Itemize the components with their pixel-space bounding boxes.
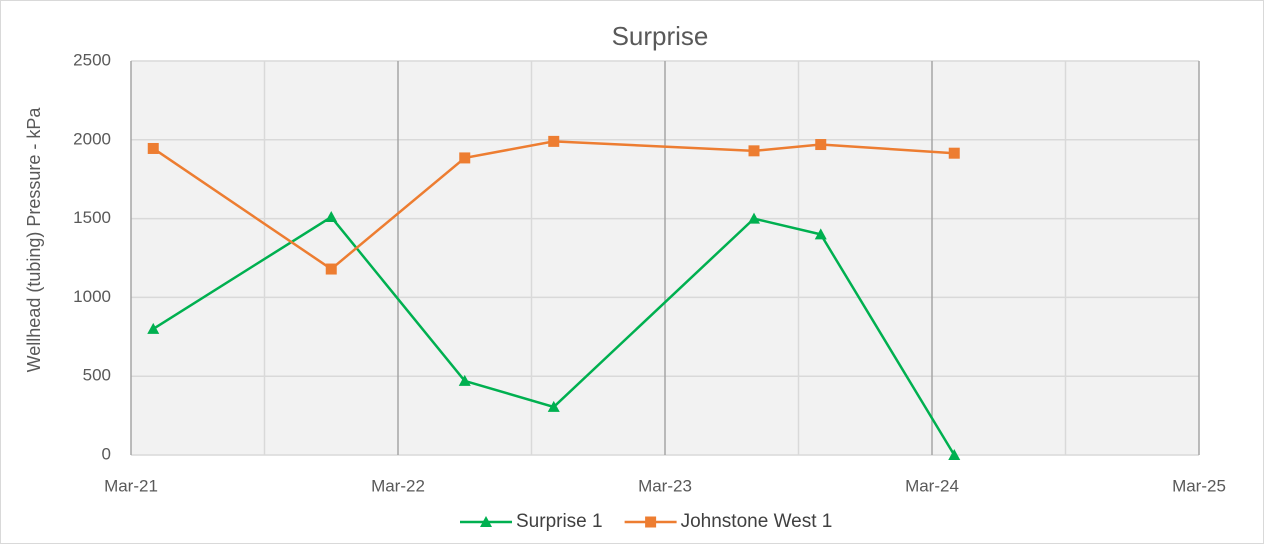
- y-axis-label: Wellhead (tubing) Pressure - kPa: [24, 107, 44, 373]
- marker: [547, 400, 560, 412]
- marker: [459, 152, 471, 164]
- x-tick-label: Mar-25: [1172, 476, 1226, 495]
- legend-item: Johnstone West 1: [624, 511, 833, 532]
- marker: [748, 212, 760, 224]
- x-tick-label: Mar-24: [905, 476, 959, 495]
- marker: [814, 228, 827, 240]
- marker: [548, 135, 560, 147]
- marker: [948, 147, 960, 159]
- legend-label: Johnstone West 1: [681, 511, 833, 532]
- x-tick-label: Mar-22: [371, 476, 425, 495]
- x-tick-label: Mar-21: [104, 476, 158, 495]
- marker: [748, 145, 760, 157]
- marker: [147, 322, 160, 334]
- chart-title: Surprise: [612, 21, 709, 51]
- marker: [325, 211, 338, 223]
- marker: [147, 142, 159, 154]
- y-tick-label: 1000: [73, 287, 111, 306]
- y-tick-label: 2500: [73, 50, 111, 69]
- marker: [948, 449, 961, 460]
- marker: [815, 139, 827, 151]
- y-tick-label: 0: [102, 444, 111, 463]
- marker: [458, 374, 471, 386]
- y-tick-label: 500: [83, 366, 111, 385]
- x-tick-label: Mar-23: [638, 476, 692, 495]
- legend-item: Surprise 1: [460, 511, 603, 532]
- legend-marker: [645, 516, 657, 528]
- marker: [325, 263, 337, 275]
- y-tick-label: 1500: [73, 208, 111, 227]
- y-tick-label: 2000: [73, 129, 111, 148]
- legend-label: Surprise 1: [516, 511, 603, 532]
- legend-marker: [480, 516, 492, 527]
